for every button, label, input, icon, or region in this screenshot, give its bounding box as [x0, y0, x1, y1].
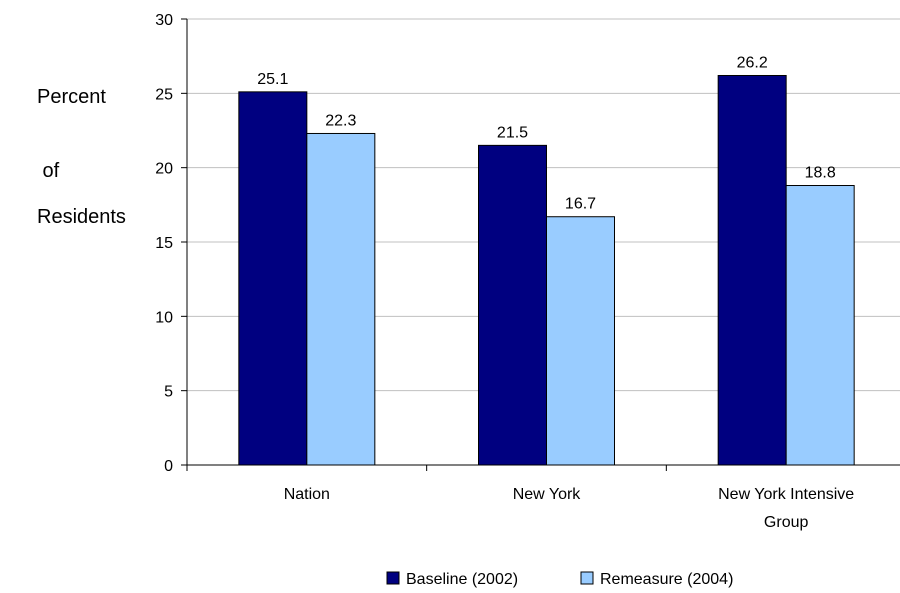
y-tick-label: 30 [155, 12, 173, 29]
legend-swatch [386, 571, 400, 585]
category-labels: Nation New York New York Intensive Group [284, 486, 855, 531]
y-tick-labels: 0 5 10 15 20 25 30 [155, 12, 173, 475]
x-tick-label: Group [764, 514, 809, 531]
y-axis-label-line: Percent [37, 86, 106, 108]
bar [306, 132, 376, 466]
legend-swatch [580, 571, 594, 585]
bar [785, 185, 855, 466]
data-label: 21.5 [497, 124, 528, 141]
data-label: 22.3 [325, 112, 356, 129]
bar [546, 216, 615, 466]
x-tick-label: New York [513, 486, 582, 503]
y-tick-label: 20 [155, 161, 173, 178]
legend: Baseline (2002) Remeasure (2004) [386, 571, 733, 588]
y-tick-label: 15 [155, 235, 173, 252]
y-tick-label: 0 [164, 458, 173, 475]
y-tick-label: 10 [155, 309, 173, 326]
legend-label: Baseline (2002) [406, 571, 518, 588]
data-labels: 25.1 22.3 21.5 16.7 26.2 18.8 [257, 54, 836, 212]
x-tick-label: New York Intensive [718, 486, 854, 503]
data-label: 26.2 [737, 54, 768, 71]
data-label: 25.1 [257, 71, 288, 88]
legend-label: Remeasure (2004) [600, 571, 733, 588]
y-tick-label: 25 [155, 86, 173, 103]
bar [717, 74, 787, 466]
y-axis-label: Percent of Residents [37, 86, 126, 228]
data-label: 18.8 [805, 165, 836, 182]
y-axis-label-line: of [37, 160, 60, 182]
data-label: 16.7 [565, 196, 596, 213]
y-axis-label-line: Residents [37, 206, 126, 228]
y-tick-label: 5 [164, 384, 173, 401]
bar [238, 91, 308, 466]
bars [238, 74, 855, 466]
bar [478, 144, 547, 466]
x-tick-label: Nation [284, 486, 330, 503]
